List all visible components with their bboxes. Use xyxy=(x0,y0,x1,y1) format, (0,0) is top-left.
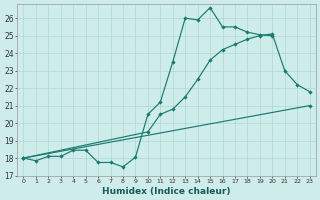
X-axis label: Humidex (Indice chaleur): Humidex (Indice chaleur) xyxy=(102,187,231,196)
